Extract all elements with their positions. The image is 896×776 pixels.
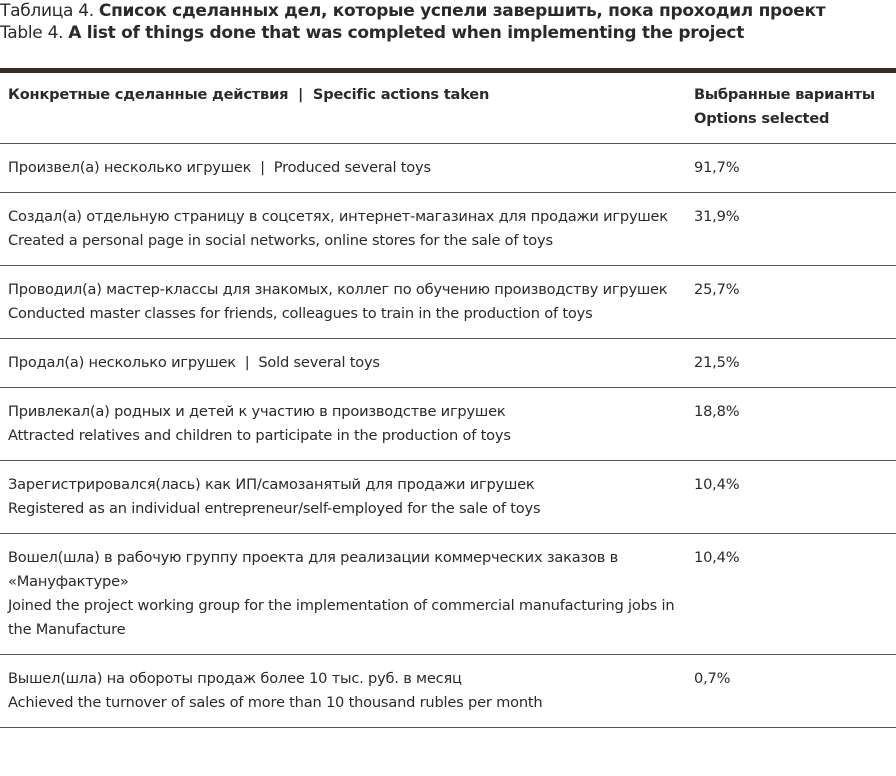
caption-title: Список сделанных дел, которые успели зав… [98, 1, 826, 21]
share-cell: 21,5% [686, 339, 896, 388]
caption-label: Table 4. [0, 23, 64, 43]
share-cell: 18,8% [686, 388, 896, 461]
action-cell: Привлекал(а) родных и детей к участию в … [0, 388, 686, 461]
action-cell: Вошел(шла) в рабочую группу проекта для … [0, 534, 686, 655]
action-text: Registered as an individual entrepreneur… [8, 500, 541, 517]
action-cell: Проводил(а) мастер-классы для знакомых, … [0, 266, 686, 339]
share-text: 91,7% [694, 159, 740, 176]
header-cell: Конкретные сделанные действия | Specific… [0, 71, 686, 144]
share-text: 31,9% [694, 208, 740, 225]
action-cell: Зарегистрировался(лась) как ИП/самозанят… [0, 461, 686, 534]
share-text: 25,7% [694, 281, 740, 298]
share-text: 10,4% [694, 549, 740, 566]
share-cell: 10,4% [686, 534, 896, 655]
action-text: Вышел(шла) на обороты продаж более 10 ты… [8, 670, 462, 687]
action-text: Conducted master classes for friends, co… [8, 305, 593, 322]
table-row: Зарегистрировался(лась) как ИП/самозанят… [0, 461, 896, 534]
header-cell: Выбранные варианты Options selected [686, 71, 896, 144]
action-cell: Произвел(а) несколько игрушек | Produced… [0, 144, 686, 193]
table-row: Вышел(шла) на обороты продаж более 10 ты… [0, 655, 896, 728]
table: Конкретные сделанные действия | Specific… [0, 68, 896, 728]
action-text: Вошел(шла) в рабочую группу проекта для … [8, 549, 623, 590]
share-cell: 0,7% [686, 655, 896, 728]
share-text: 21,5% [694, 354, 740, 371]
caption-ru: Таблица 4. Список сделанных дел, которые… [0, 0, 826, 22]
caption-en: Table 4. A list of things done that was … [0, 22, 744, 44]
header-text: Options selected [694, 110, 830, 127]
action-text: Произвел(а) несколько игрушек | Produced… [8, 159, 431, 176]
share-cell: 10,4% [686, 461, 896, 534]
action-text: Продал(а) несколько игрушек | Sold sever… [8, 354, 380, 371]
table-row: Произвел(а) несколько игрушек | Produced… [0, 144, 896, 193]
share-cell: 25,7% [686, 266, 896, 339]
share-text: 0,7% [694, 670, 731, 687]
action-text: Joined the project working group for the… [8, 597, 679, 638]
table-row: Вошел(шла) в рабочую группу проекта для … [0, 534, 896, 655]
share-cell: 31,9% [686, 193, 896, 266]
caption-title: A list of things done that was completed… [68, 23, 745, 43]
action-text: Создал(а) отдельную страницу в соцсетях,… [8, 208, 668, 225]
action-cell: Создал(а) отдельную страницу в соцсетях,… [0, 193, 686, 266]
table-header: Конкретные сделанные действия | Specific… [0, 70, 896, 144]
action-text: Achieved the turnover of sales of more t… [8, 694, 543, 711]
action-text: Проводил(а) мастер-классы для знакомых, … [8, 281, 668, 298]
header-text: Выбранные варианты [694, 86, 875, 103]
table-row: Продал(а) несколько игрушек | Sold sever… [0, 339, 896, 388]
action-text: Зарегистрировался(лась) как ИП/самозанят… [8, 476, 535, 493]
caption-label: Таблица 4. [0, 1, 94, 21]
action-text: Attracted relatives and children to part… [8, 427, 511, 444]
table-row: Привлекал(а) родных и детей к участию в … [0, 388, 896, 461]
action-text: Created a personal page in social networ… [8, 232, 553, 249]
action-cell: Продал(а) несколько игрушек | Sold sever… [0, 339, 686, 388]
action-cell: Вышел(шла) на обороты продаж более 10 ты… [0, 655, 686, 728]
action-text: Привлекал(а) родных и детей к участию в … [8, 403, 506, 420]
table-body: Произвел(а) несколько игрушек | Produced… [0, 144, 896, 728]
table-row: Проводил(а) мастер-классы для знакомых, … [0, 266, 896, 339]
table-row: Создал(а) отдельную страницу в соцсетях,… [0, 193, 896, 266]
share-text: 18,8% [694, 403, 740, 420]
share-cell: 91,7% [686, 144, 896, 193]
header-text: Конкретные сделанные действия | Specific… [8, 86, 490, 103]
share-text: 10,4% [694, 476, 740, 493]
header-row: Конкретные сделанные действия | Specific… [0, 70, 896, 144]
